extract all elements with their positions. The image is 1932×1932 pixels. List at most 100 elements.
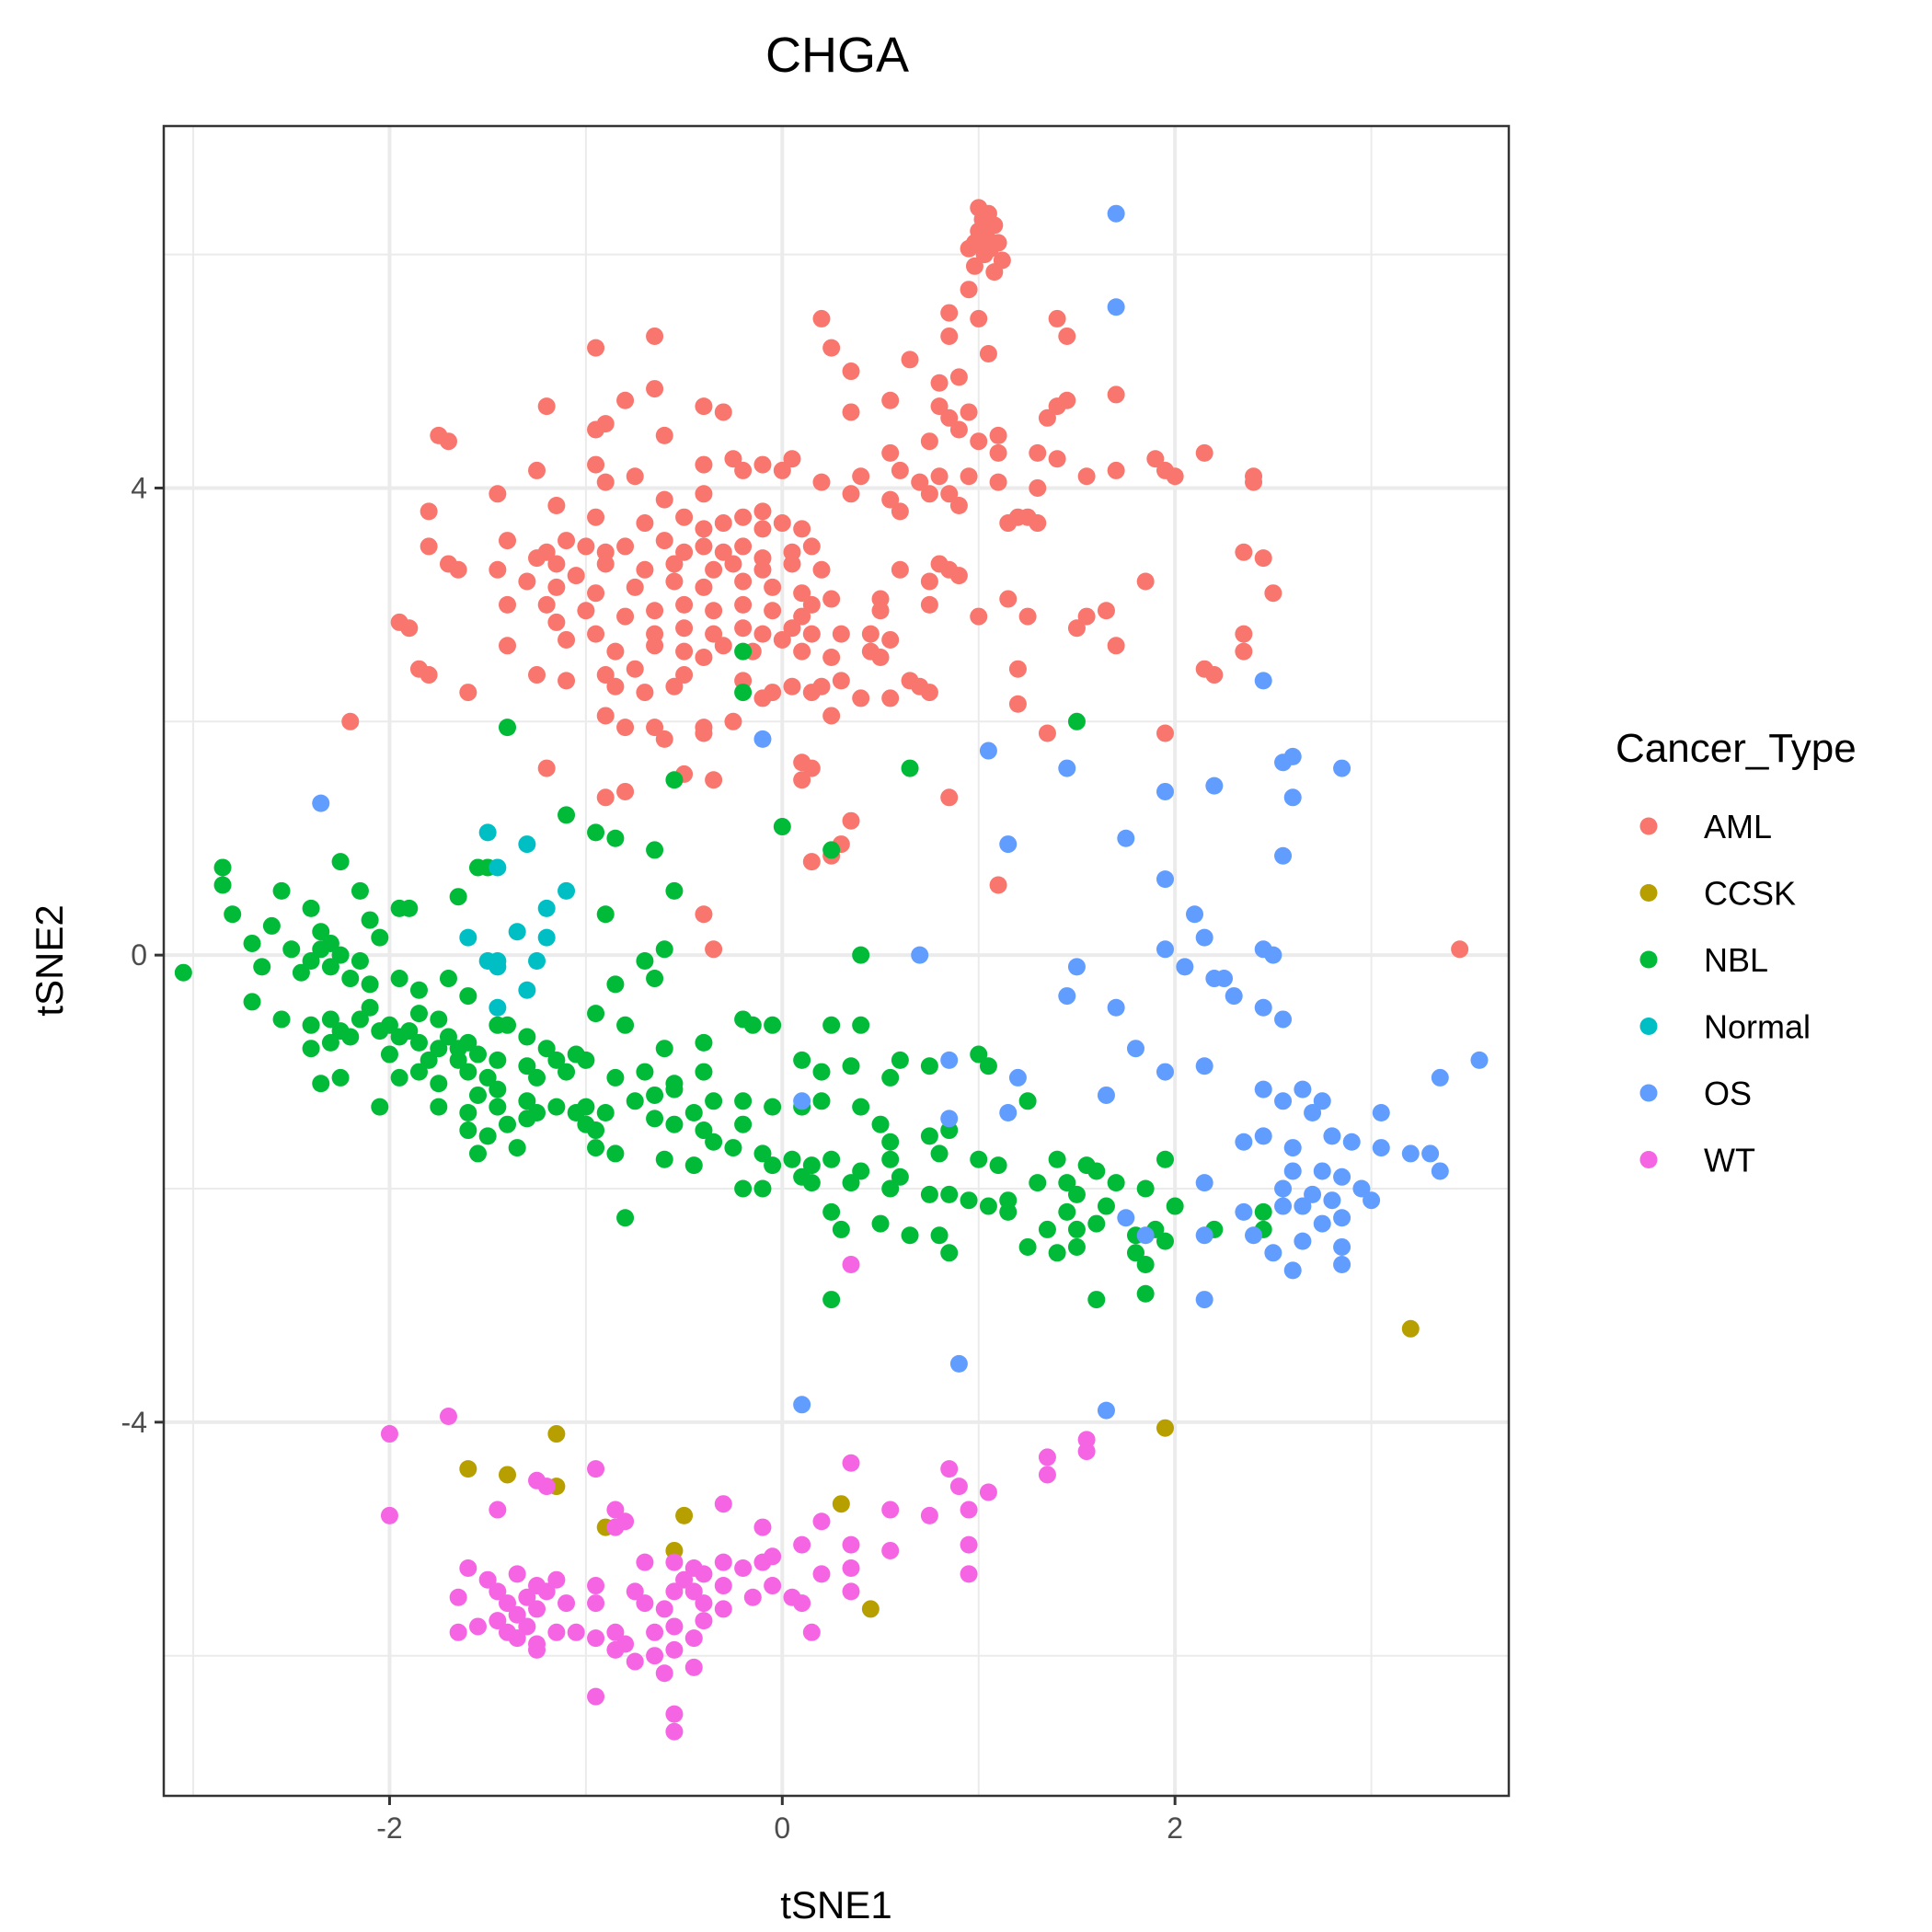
point-nbl — [439, 970, 457, 988]
point-nbl — [842, 1057, 860, 1075]
point-aml — [558, 532, 576, 550]
point-aml — [1058, 391, 1076, 409]
point-aml — [400, 619, 419, 638]
point-os — [1372, 1104, 1390, 1121]
point-wt — [684, 1629, 703, 1648]
point-nbl — [891, 1167, 909, 1186]
legend-item-os: OS — [1639, 1075, 1752, 1112]
point-nbl — [409, 981, 428, 999]
point-nbl — [331, 853, 350, 871]
point-aml — [695, 537, 713, 556]
legend-key-os — [1639, 1084, 1658, 1102]
point-os — [1254, 998, 1272, 1017]
point-wt — [714, 1577, 732, 1595]
point-os — [1431, 1162, 1449, 1180]
point-wt — [587, 1687, 605, 1706]
point-nbl — [734, 1179, 753, 1198]
point-os — [1264, 946, 1282, 964]
point-normal — [537, 928, 556, 947]
point-aml — [606, 677, 625, 696]
point-aml — [960, 239, 978, 258]
point-os — [1274, 1092, 1293, 1110]
point-nbl — [351, 881, 369, 900]
point-aml — [985, 263, 1004, 282]
point-aml — [871, 602, 890, 620]
point-os — [1058, 759, 1076, 777]
point-aml — [949, 567, 968, 585]
y-tick-label: -4 — [121, 1406, 147, 1439]
point-aml — [960, 403, 978, 421]
point-normal — [558, 881, 576, 900]
point-aml — [920, 595, 938, 614]
point-os — [940, 1051, 959, 1069]
point-os — [979, 742, 997, 760]
legend-items: AML CCSK NBL Normal OS WT — [1639, 808, 1811, 1179]
point-os — [1352, 1179, 1371, 1198]
point-wt — [812, 1565, 831, 1583]
point-nbl — [1136, 1256, 1155, 1273]
point-os — [1097, 1086, 1115, 1104]
point-aml — [822, 339, 841, 357]
point-nbl — [764, 1098, 782, 1116]
point-aml — [675, 642, 694, 661]
point-nbl — [646, 970, 664, 988]
point-os — [1195, 1174, 1213, 1192]
point-os — [1333, 1237, 1351, 1256]
point-aml — [1235, 642, 1253, 661]
point-aml — [1048, 450, 1066, 468]
point-aml — [940, 327, 959, 345]
point-ccsk — [459, 1460, 477, 1478]
point-aml — [920, 485, 938, 503]
point-wt — [489, 1582, 507, 1601]
point-aml — [528, 461, 546, 479]
point-aml — [753, 625, 772, 643]
point-aml — [960, 281, 978, 299]
point-wt — [960, 1535, 978, 1554]
point-os — [1235, 1202, 1253, 1221]
point-os — [1205, 776, 1224, 795]
point-nbl — [665, 1080, 684, 1098]
point-nbl — [705, 1092, 723, 1110]
point-nbl — [1058, 1202, 1076, 1221]
point-wt — [842, 1559, 860, 1577]
point-aml — [1235, 625, 1253, 643]
point-wt — [695, 1612, 713, 1630]
point-wt — [626, 1582, 644, 1601]
point-aml — [695, 455, 713, 474]
legend-label-aml: AML — [1704, 808, 1772, 845]
point-aml — [547, 497, 566, 514]
point-nbl — [606, 975, 625, 994]
point-aml — [881, 490, 900, 509]
point-aml — [940, 304, 959, 322]
point-aml — [989, 234, 1007, 252]
point-aml — [949, 497, 968, 514]
point-os — [911, 946, 929, 964]
point-aml — [753, 502, 772, 521]
point-aml — [596, 707, 615, 725]
legend-label-normal: Normal — [1704, 1008, 1811, 1046]
legend-item-nbl: NBL — [1639, 941, 1768, 979]
point-nbl — [558, 806, 576, 824]
point-wt — [940, 1460, 959, 1478]
point-nbl — [518, 1110, 536, 1128]
point-aml — [626, 660, 644, 678]
point-aml — [802, 625, 821, 643]
point-nbl — [753, 1179, 772, 1198]
point-aml — [449, 560, 467, 579]
point-nbl — [695, 1033, 713, 1052]
point-nbl — [881, 1179, 900, 1198]
legend-key-wt — [1639, 1151, 1658, 1168]
point-ccsk — [547, 1425, 566, 1443]
point-nbl — [430, 1075, 448, 1093]
point-nbl — [430, 1010, 448, 1029]
point-normal — [518, 981, 536, 999]
point-os — [312, 794, 330, 812]
point-os — [1470, 1051, 1489, 1069]
point-wt — [675, 1570, 694, 1589]
point-wt — [528, 1640, 546, 1659]
point-nbl — [302, 952, 320, 970]
point-os — [1195, 1291, 1213, 1309]
point-aml — [812, 309, 831, 328]
point-nbl — [302, 899, 320, 917]
point-aml — [1077, 607, 1096, 626]
